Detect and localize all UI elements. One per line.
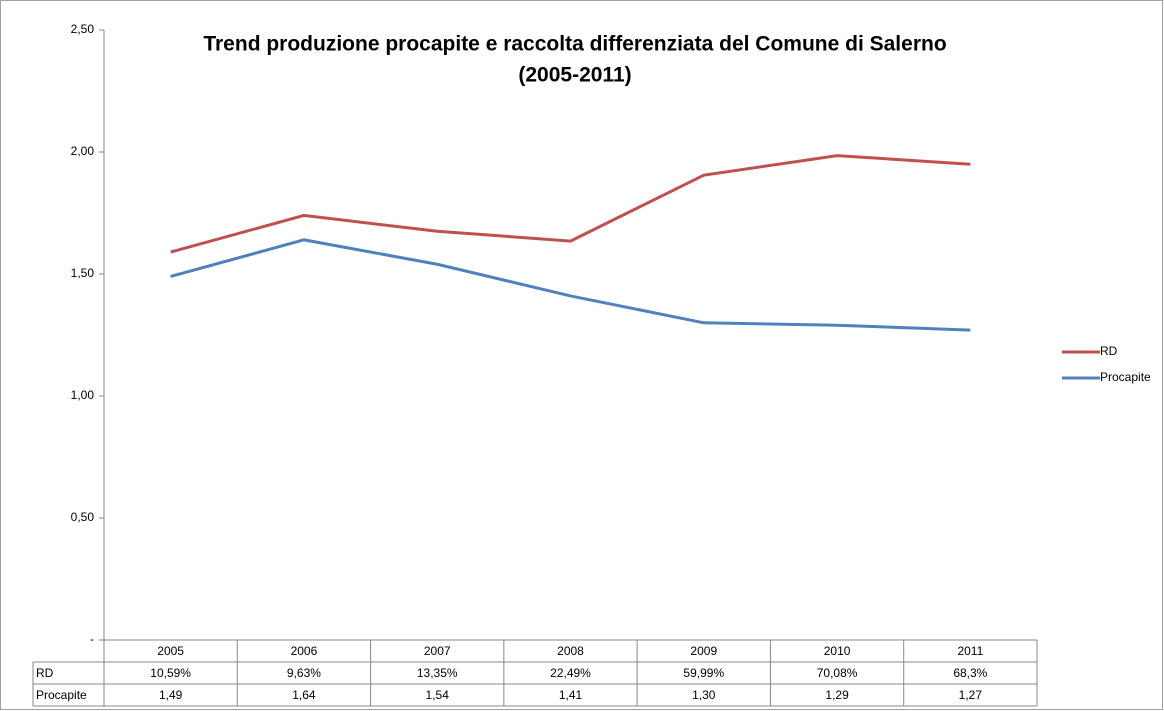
- legend-label: RD: [1100, 344, 1118, 358]
- table-cell: 22,49%: [550, 666, 591, 680]
- x-tick-label: 2010: [824, 644, 851, 658]
- y-tick-label: 2,50: [71, 22, 95, 36]
- chart-subtitle: (2005-2011): [518, 64, 631, 87]
- y-tick-label: 1,50: [71, 266, 95, 280]
- x-tick-label: 2006: [291, 644, 318, 658]
- y-tick-label: 2,00: [71, 144, 95, 158]
- series-line: [170, 238, 971, 332]
- series-line: [170, 154, 971, 254]
- x-tick-label: 2005: [157, 644, 184, 658]
- y-tick-label: 0,50: [71, 510, 95, 524]
- table-cell: 1,49: [159, 688, 183, 702]
- x-tick-label: 2007: [424, 644, 451, 658]
- table-cell: 1,64: [292, 688, 316, 702]
- table-cell: 1,54: [426, 688, 450, 702]
- x-tick-label: 2009: [690, 644, 717, 658]
- y-tick-label: 1,00: [71, 388, 95, 402]
- x-tick-label: 2011: [957, 644, 983, 658]
- table-cell: 1,27: [959, 688, 983, 702]
- table-cell: 13,35%: [417, 666, 458, 680]
- table-cell: 9,63%: [287, 666, 321, 680]
- table-cell: 59,99%: [683, 666, 724, 680]
- y-tick-label: -: [90, 632, 94, 646]
- x-tick-label: 2008: [557, 644, 584, 658]
- table-row-header: Procapite: [36, 688, 87, 702]
- table-cell: 10,59%: [150, 666, 191, 680]
- table-cell: 1,30: [692, 688, 716, 702]
- table-row-header: RD: [36, 666, 54, 680]
- table-cell: 68,3%: [953, 666, 987, 680]
- table-cell: 1,29: [825, 688, 849, 702]
- chart-title: Trend produzione procapite e raccolta di…: [203, 33, 946, 56]
- legend-label: Procapite: [1100, 370, 1151, 384]
- table-cell: 1,41: [559, 688, 583, 702]
- table-cell: 70,08%: [817, 666, 858, 680]
